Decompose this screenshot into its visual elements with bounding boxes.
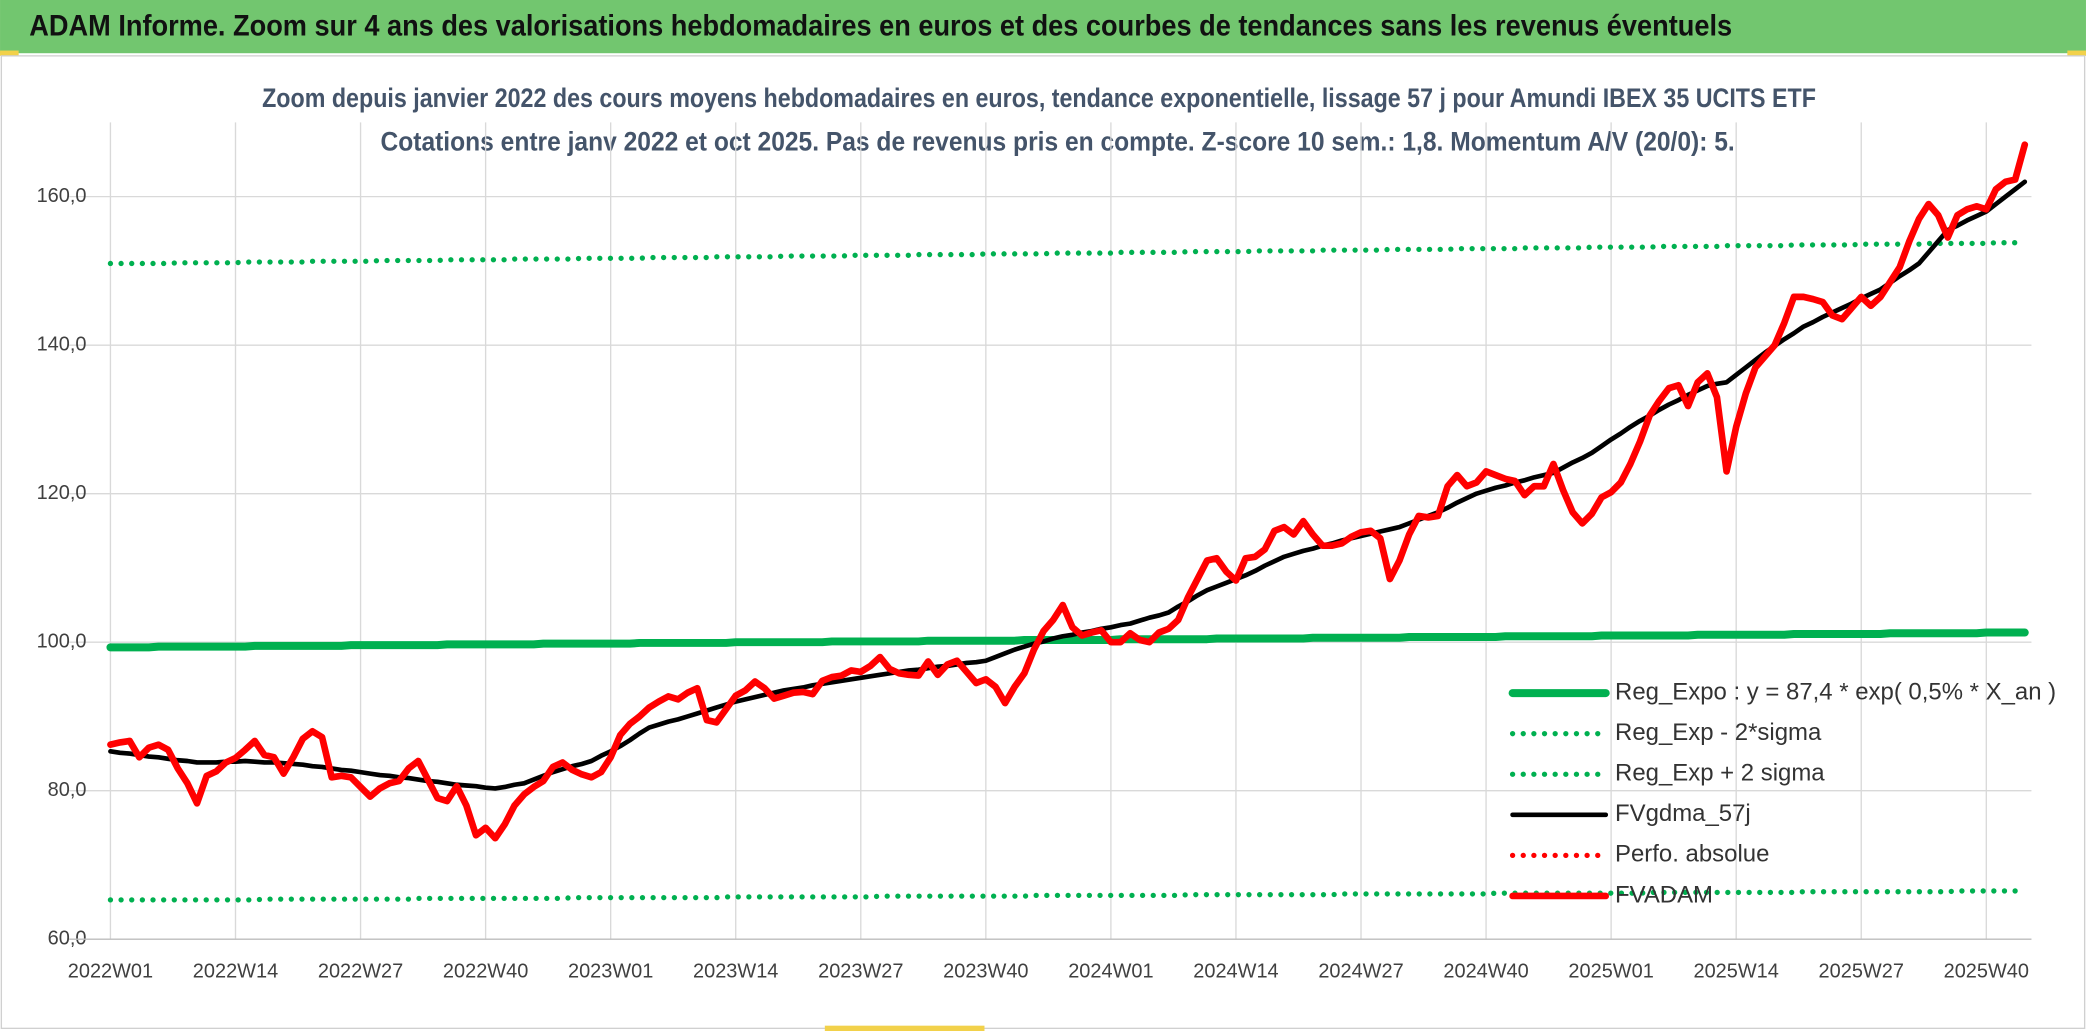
- x-tick-label: 2024W01: [1068, 961, 1153, 983]
- plot-lines: [106, 141, 2029, 903]
- y-tick-label: 120,0: [37, 482, 87, 504]
- header-band: [0, 0, 2086, 54]
- legend-label: FVgdma_57j: [1615, 800, 1751, 827]
- corner-accent: [0, 50, 19, 56]
- x-tick-label: 2025W27: [1819, 961, 1904, 983]
- y-tick-label: 80,0: [48, 779, 87, 801]
- x-tick-label: 2025W01: [1568, 961, 1653, 983]
- x-tick-label: 2025W14: [1694, 961, 1779, 983]
- x-tick-label: 2024W40: [1443, 961, 1528, 983]
- x-tick-label: 2024W14: [1193, 961, 1278, 983]
- x-tick-label: 2024W27: [1318, 961, 1403, 983]
- legend-label: Reg_Expo : y = 87,4 * exp( 0,5% * X_an ): [1615, 678, 2056, 705]
- header-title: ADAM Informe. Zoom sur 4 ans des valoris…: [29, 11, 1732, 43]
- grid: 60,0 80,0 100,0 120,0 140,0 160,0 2022W01 2022W…: [37, 122, 2032, 983]
- bottom-accent: [824, 1025, 985, 1031]
- legend: Reg_Expo : y = 87,4 * exp( 0,5% * X_an )…: [1508, 678, 2056, 908]
- x-tick-label: 2023W40: [943, 961, 1028, 983]
- y-tick-label: 60,0: [48, 927, 87, 949]
- x-tick-label: 2022W01: [68, 961, 153, 983]
- chart-frame: [0, 55, 2086, 1030]
- series-line: [107, 240, 2028, 267]
- series-line: [107, 888, 2028, 903]
- chart-subtitle: Cotations entre janv 2022 et oct 2025. P…: [380, 127, 1734, 157]
- x-tick-label: 2022W14: [193, 961, 278, 983]
- y-tick-label: 100,0: [37, 630, 87, 652]
- x-tick-label: 2022W27: [318, 961, 403, 983]
- x-tick-label: 2023W27: [818, 961, 903, 983]
- legend-label: Reg_Exp + 2 sigma: [1615, 760, 1825, 787]
- series-line: [107, 141, 2029, 842]
- x-tick-label: 2025W40: [1944, 961, 2029, 983]
- x-tick-label: 2023W01: [568, 961, 653, 983]
- legend-label: Perfo. absolue: [1615, 841, 1769, 868]
- legend-label: Reg_Exp - 2*sigma: [1615, 719, 1822, 746]
- x-tick-label: 2022W40: [443, 961, 528, 983]
- corner-accent: [2067, 50, 2086, 56]
- series-line: [106, 628, 2029, 652]
- y-tick-label: 140,0: [37, 333, 87, 355]
- y-tick-label: 160,0: [37, 185, 87, 207]
- x-tick-label: 2023W14: [693, 961, 778, 983]
- legend-label: FVADAM: [1615, 881, 1713, 908]
- chart-title: Zoom depuis janvier 2022 des cours moyen…: [262, 83, 1816, 113]
